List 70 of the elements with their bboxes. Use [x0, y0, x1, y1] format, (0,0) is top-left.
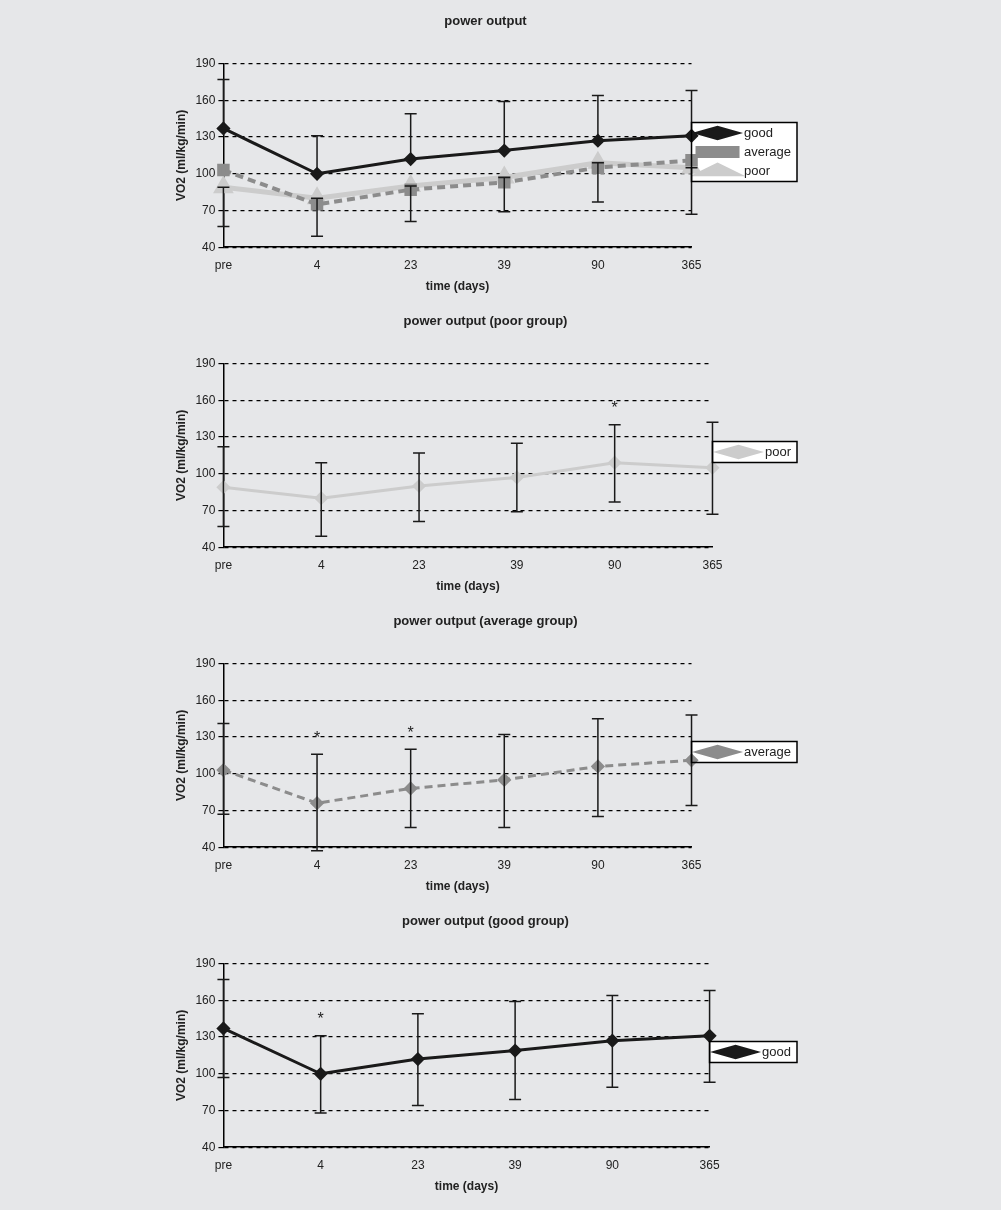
y-tick-label: 160 — [195, 992, 216, 1007]
y-tick-label: 160 — [195, 392, 216, 407]
y-tick-label: 100 — [195, 1066, 216, 1081]
y-tick-label: 190 — [195, 355, 216, 370]
legend-label: good — [762, 1043, 791, 1059]
y-tick-label: 40 — [202, 839, 216, 854]
y-tick-label: 130 — [195, 429, 216, 444]
y-tick-label: 40 — [202, 539, 216, 554]
y-tick-label: 40 — [202, 239, 216, 254]
x-tick-label: 90 — [591, 857, 605, 872]
y-axis-title: VO2 (ml/kg/min) — [173, 109, 188, 202]
x-axis-title: time (days) — [425, 879, 490, 894]
x-tick-label: 365 — [702, 557, 723, 572]
x-tick-label: 23 — [411, 1157, 425, 1172]
x-tick-label: 39 — [497, 257, 512, 272]
x-tick-label: 365 — [681, 257, 702, 272]
y-tick-label: 190 — [195, 955, 216, 970]
y-tick-label: 160 — [195, 92, 216, 107]
y-tick-label: 100 — [195, 166, 216, 181]
legend-label: average — [744, 143, 792, 159]
annotation: * — [407, 723, 414, 741]
x-tick-label: 365 — [699, 1157, 720, 1172]
x-tick-label: 23 — [412, 557, 427, 572]
x-tick-label: 90 — [605, 1157, 620, 1172]
chart-title: power output (good group) — [402, 913, 569, 929]
x-axis-title: time (days) — [436, 579, 500, 594]
legend-label: average — [744, 743, 792, 759]
y-tick-label: 160 — [195, 692, 216, 707]
y-tick-label: 190 — [195, 655, 216, 670]
x-tick-label: 4 — [313, 257, 321, 272]
x-tick-label: 4 — [317, 1157, 325, 1172]
x-axis-title: time (days) — [425, 279, 490, 294]
y-tick-label: 70 — [202, 502, 216, 517]
y-tick-label: 70 — [202, 802, 216, 817]
annotation: * — [611, 399, 618, 417]
x-tick-label: 4 — [317, 557, 325, 572]
x-tick-label: 4 — [313, 857, 321, 872]
y-axis-title: VO2 (ml/kg/min) — [173, 409, 188, 502]
x-tick-label: pre — [214, 257, 233, 272]
y-axis-title: VO2 (ml/kg/min) — [173, 1009, 188, 1102]
y-tick-label: 130 — [195, 1029, 216, 1044]
x-tick-label: pre — [214, 1157, 233, 1172]
x-tick-label: 39 — [497, 857, 512, 872]
x-tick-label: 39 — [508, 1157, 523, 1172]
y-tick-label: 130 — [195, 729, 216, 744]
chart-title: power output — [444, 13, 528, 29]
legend-label: poor — [744, 162, 771, 178]
y-tick-label: 130 — [195, 129, 216, 144]
x-tick-label: 23 — [403, 857, 418, 872]
chart-title: power output (poor group) — [403, 313, 568, 329]
x-tick-label: pre — [214, 557, 233, 572]
x-tick-label: 365 — [681, 857, 702, 872]
chart-title: power output (average group) — [393, 613, 578, 629]
x-tick-label: 90 — [607, 557, 622, 572]
annotation: * — [313, 728, 321, 746]
x-tick-label: 23 — [403, 257, 418, 272]
y-axis-title: VO2 (ml/kg/min) — [173, 709, 188, 802]
y-tick-label: 70 — [202, 202, 216, 217]
x-axis-title: time (days) — [434, 1179, 499, 1194]
annotation: * — [317, 1010, 324, 1028]
y-tick-label: 40 — [202, 1139, 216, 1154]
legend-label: poor — [764, 443, 792, 459]
y-tick-label: 70 — [202, 1102, 216, 1117]
y-tick-label: 100 — [195, 766, 216, 781]
x-tick-label: 90 — [591, 257, 605, 272]
y-tick-label: 190 — [195, 55, 216, 70]
y-tick-label: 100 — [195, 466, 216, 481]
x-tick-label: pre — [214, 857, 233, 872]
legend-label: good — [744, 124, 773, 140]
x-tick-label: 39 — [510, 557, 524, 572]
